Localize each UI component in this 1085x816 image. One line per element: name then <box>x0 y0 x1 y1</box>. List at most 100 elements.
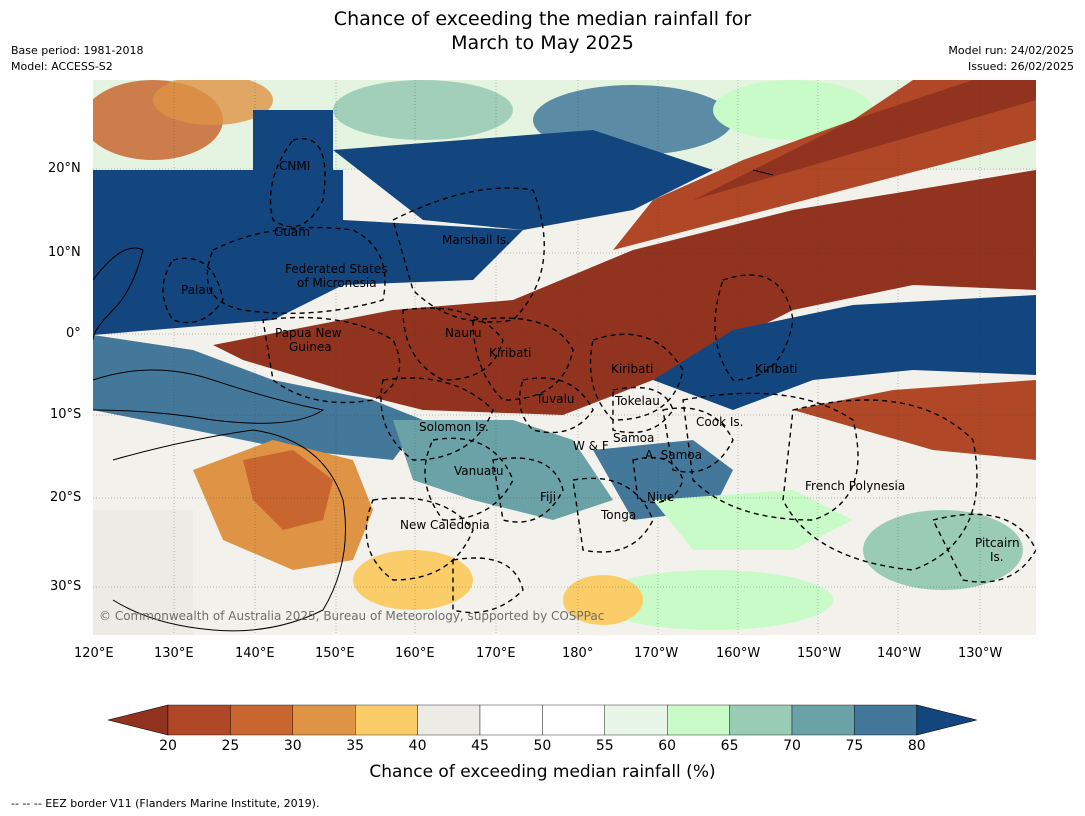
graticule <box>93 80 1036 635</box>
lon-label-140e: 140°E <box>235 646 275 661</box>
label-tokelau: Tokelau <box>614 394 660 408</box>
colorbar-tick-label: 55 <box>595 738 614 754</box>
label-kiribati-central: Kiribati <box>611 362 653 376</box>
eez-border-solomon <box>380 377 494 461</box>
eez-border-fiji <box>492 457 564 523</box>
lon-label-170e: 170°E <box>476 646 516 661</box>
rainfall-map: CNMI Guam Marshall Is. Federated States … <box>93 80 1036 635</box>
label-nauru: Nauru <box>445 326 481 340</box>
label-samoa: Samoa <box>613 431 654 445</box>
lon-label-180: 180° <box>562 646 594 661</box>
eez-border-niue <box>632 456 684 504</box>
eez-border-fsm <box>206 226 386 315</box>
copyright-notice: © Commonwealth of Australia 2025, Bureau… <box>99 609 605 623</box>
model-run-date: Model run: 24/02/2025 <box>948 44 1074 57</box>
coast-australia <box>112 429 346 632</box>
lon-label-130w: 130°W <box>958 646 1003 661</box>
eez-border-cnmi <box>269 138 326 228</box>
colorbar-title: Chance of exceeding median rainfall (%) <box>369 762 716 782</box>
wet-band-sw <box>93 335 423 460</box>
lon-label-140w: 140°W <box>877 646 922 661</box>
label-wallis-futuna: W & F <box>573 439 609 453</box>
coastlines <box>93 169 774 632</box>
lon-label-150w: 150°W <box>797 646 842 661</box>
colorbar-segment <box>354 704 418 736</box>
label-cook: Cook Is. <box>696 415 743 429</box>
label-cnmi: CNMI <box>279 159 310 173</box>
lat-label-eq: 0° <box>66 326 81 341</box>
issued-date: Issued: 26/02/2025 <box>967 60 1074 73</box>
eez-border-kiribati-central <box>589 333 684 421</box>
eez-border-png <box>262 316 401 404</box>
colorbar-segment <box>604 704 668 736</box>
eez-border-cook <box>682 392 859 521</box>
lon-label-160e: 160°E <box>395 646 435 661</box>
colorbar-tick-label: 60 <box>658 738 677 754</box>
colorbar-tick-label: 25 <box>221 738 240 754</box>
label-png-1: Papua New <box>275 326 342 340</box>
label-fiji: Fiji <box>540 490 556 504</box>
lat-label-10n: 10°N <box>48 245 81 260</box>
colorbar-tick-label: 40 <box>408 738 427 754</box>
colorbar-tick-label: 35 <box>346 738 365 754</box>
eez-border-nauru <box>402 307 504 381</box>
label-vanuatu: Vanuatu <box>454 464 504 478</box>
eez-border-french-polynesia <box>782 399 978 571</box>
lat-label-30s: 30°S <box>50 579 82 594</box>
dry-australia-core <box>243 450 333 530</box>
label-fsm-2: of Micronesia <box>297 276 377 290</box>
colorbar <box>108 704 977 736</box>
colorbar-segment <box>729 704 793 736</box>
map-title-line2: March to May 2025 <box>451 32 634 54</box>
label-pitcairn-1: Pitcairn <box>975 536 1020 550</box>
base-period: Base period: 1981-2018 <box>11 44 144 57</box>
label-tonga: Tonga <box>600 508 636 522</box>
moist-patch <box>863 510 1023 590</box>
eez-border-tuvalu <box>519 377 594 434</box>
colorbar-min-extend <box>108 704 169 736</box>
eez-border-kiribati-east <box>714 274 794 381</box>
colorbar-max-extend <box>916 704 977 736</box>
colorbar-tick-label: 70 <box>783 738 801 754</box>
eez-border-pitcairn <box>931 513 1036 583</box>
label-kiribati-west: Kiribati <box>489 346 531 360</box>
dry-patch <box>563 575 643 625</box>
map-canvas: CNMI Guam Marshall Is. Federated States … <box>93 80 1036 635</box>
label-marshall: Marshall Is. <box>442 233 510 247</box>
eez-border-samoa <box>662 407 734 473</box>
dry-patch <box>353 550 473 610</box>
lat-label-20n: 20°N <box>48 161 81 176</box>
region-labels: CNMI Guam Marshall Is. Federated States … <box>181 159 1020 564</box>
colorbar-segment <box>479 704 543 736</box>
coast-new-guinea <box>93 369 325 424</box>
wet-band-west <box>93 170 523 335</box>
label-french-polynesia: French Polynesia <box>805 479 905 493</box>
rain-field <box>333 80 513 140</box>
label-solomon: Solomon Is. <box>419 420 489 434</box>
label-fsm-1: Federated States <box>285 262 387 276</box>
rain-field <box>153 80 273 125</box>
colorbar-segment <box>230 704 294 736</box>
lon-label-170w: 170°W <box>634 646 679 661</box>
colorbar-tick-label: 50 <box>533 738 552 754</box>
label-pitcairn-2: Is. <box>990 550 1004 564</box>
eez-border-tokelau <box>612 386 674 434</box>
eez-border-palau <box>162 257 224 324</box>
lat-label-20s: 20°S <box>50 490 82 505</box>
eez-border-marshall <box>392 187 545 323</box>
colorbar-segment <box>791 704 855 736</box>
model-name: Model: ACCESS-S2 <box>11 60 113 73</box>
dry-band-central <box>213 170 1036 415</box>
eez-border-kiribati-west <box>472 317 574 401</box>
colorbar-tick-label: 45 <box>471 738 489 754</box>
colorbar-segment <box>292 704 356 736</box>
coast-hawaii <box>752 169 774 176</box>
colorbar-tick-label: 65 <box>720 738 739 754</box>
label-kiribati-east: Kiribati <box>755 362 797 376</box>
eez-border-vanuatu <box>424 437 514 521</box>
label-guam: Guam <box>274 225 310 239</box>
moist-patch <box>653 490 853 550</box>
lon-label-160w: 160°W <box>716 646 761 661</box>
lon-label-150e: 150°E <box>315 646 355 661</box>
wet-patch-south <box>393 420 613 520</box>
